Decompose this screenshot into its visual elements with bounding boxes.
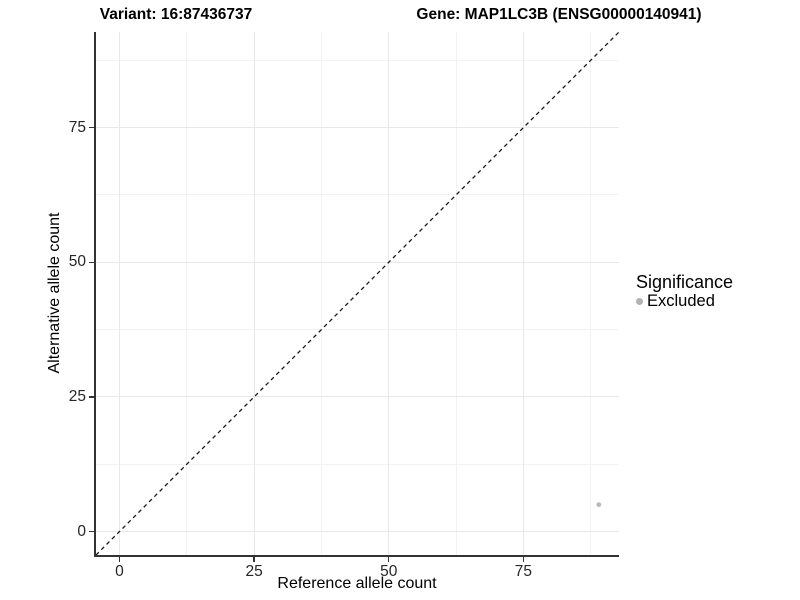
y-axis-line (94, 32, 96, 557)
legend-item-label: Excluded (647, 292, 715, 310)
x-axis-line (94, 555, 619, 557)
y-axis-tick (89, 396, 94, 398)
y-axis-tick (89, 261, 94, 263)
gridline-y-major (96, 127, 619, 129)
y-tick-label: 0 (77, 522, 86, 540)
x-tick-label: 25 (245, 563, 263, 580)
identity-diagonal-line (95, 31, 620, 556)
legend: Significance Excluded (636, 272, 733, 311)
y-axis-tick (89, 126, 94, 129)
x-axis-tick (387, 557, 390, 562)
y-axis-title: Alternative allele count (46, 212, 63, 374)
legend-item-excluded: Excluded (636, 292, 733, 311)
y-tick-label: 50 (68, 253, 86, 271)
y-tick-label: 75 (68, 118, 86, 136)
gridline-y-minor (96, 59, 619, 61)
gridline-x-minor (455, 32, 457, 555)
gene-title: Gene: MAP1LC3B (ENSG00000140941) (416, 6, 702, 23)
gridline-x-minor (186, 32, 188, 555)
gridline-y-minor (96, 329, 619, 331)
gridline-y-minor (96, 463, 619, 465)
y-axis-tick (89, 530, 94, 533)
y-tick-label: 25 (68, 387, 86, 405)
data-point-excluded (596, 502, 602, 508)
plot-layer (95, 31, 620, 556)
legend-title: Significance (636, 272, 734, 292)
gridline-x-minor (590, 32, 592, 555)
gridline-y-major (96, 531, 619, 533)
gridline-y-major (96, 396, 619, 398)
gridline-x-minor (320, 32, 322, 555)
gridline-x-major (388, 32, 390, 555)
plot-panel: 0 25 50 75 0 25 50 75 (69, 31, 620, 580)
gridline-x-major (522, 32, 524, 555)
gridline-y-major (96, 261, 619, 263)
x-axis-tick (253, 557, 255, 562)
x-axis-tick (118, 557, 121, 562)
legend-point-icon (636, 298, 643, 305)
gridline-x-major (253, 32, 255, 555)
x-tick-label: 75 (514, 563, 533, 580)
gridline-y-minor (96, 194, 619, 196)
x-tick-label: 50 (380, 563, 398, 580)
gridline-x-major (118, 32, 120, 555)
x-axis-title: Reference allele count (277, 575, 437, 592)
x-tick-label: 0 (115, 563, 124, 580)
x-axis-tick (522, 557, 525, 562)
variant-title: Variant: 16:87436737 (99, 6, 253, 23)
